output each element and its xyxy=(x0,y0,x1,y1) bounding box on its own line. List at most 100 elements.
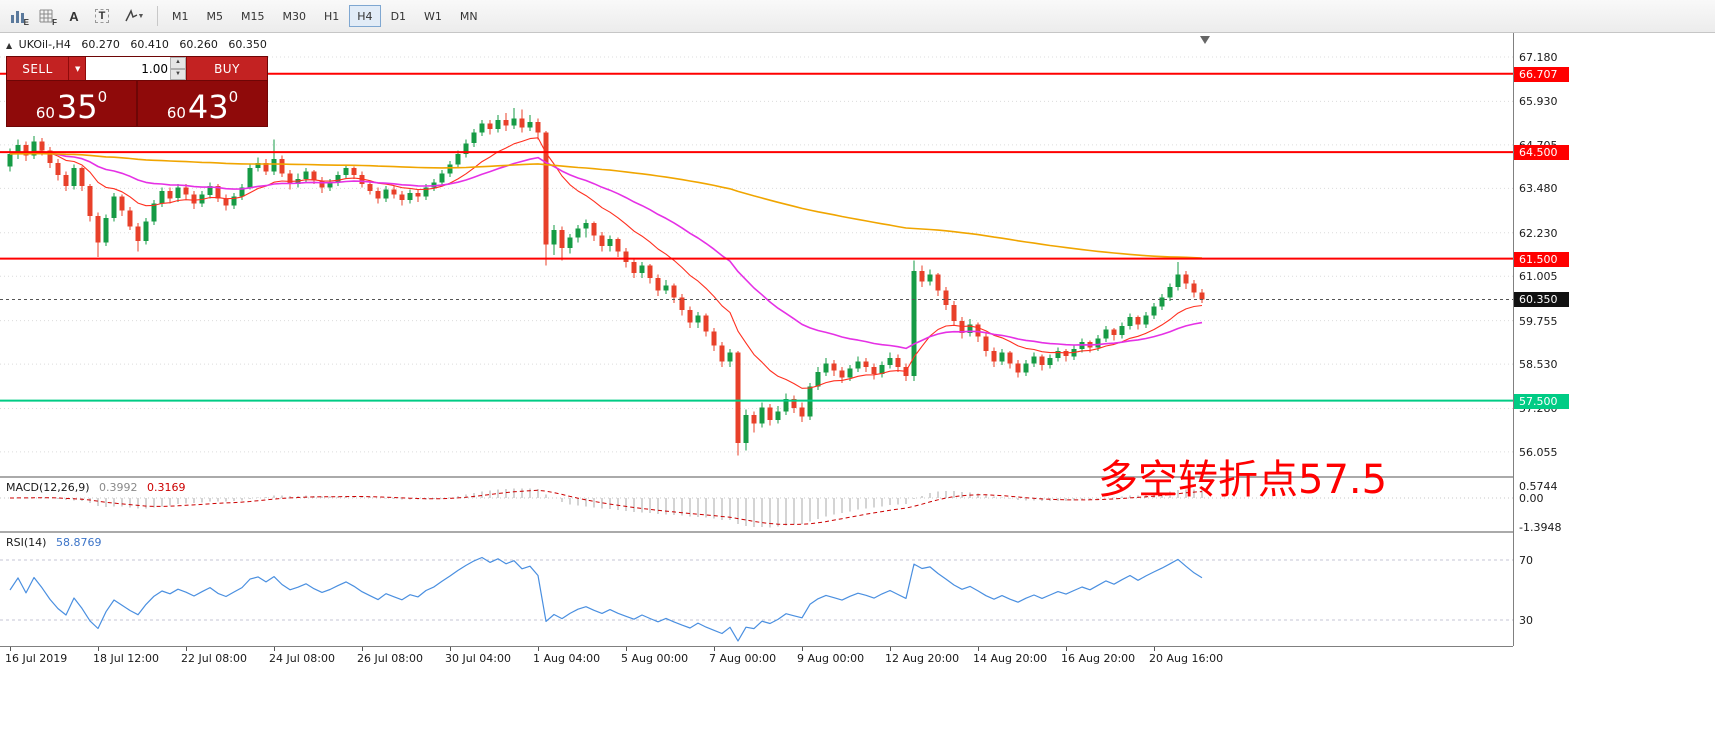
time-tick-label: 9 Aug 00:00 xyxy=(797,652,865,665)
timeframe-M5[interactable]: M5 xyxy=(199,5,232,27)
toolbar: E F A T ▼ M1 M5 M15 M30 H1 H4 D1 W1 MN xyxy=(0,0,1715,33)
macd-tick-label: -1.3948 xyxy=(1519,521,1562,535)
level-price-badge: 64.500 xyxy=(1514,145,1569,161)
rsi-chart[interactable] xyxy=(0,533,1513,646)
buy-price[interactable]: 60 43 0 xyxy=(136,81,267,126)
chart-shift-marker-icon[interactable] xyxy=(1200,36,1210,44)
time-tick-label: 7 Aug 00:00 xyxy=(709,652,777,665)
timeframe-MN[interactable]: MN xyxy=(452,5,486,27)
rsi-indicator-label: RSI(14) 58.8769 xyxy=(6,536,102,549)
time-tick xyxy=(538,647,539,651)
price-tick-label: 61.005 xyxy=(1519,270,1558,284)
rsi-tick-label: 30 xyxy=(1519,614,1533,627)
macd-tick-label: 0.00 xyxy=(1519,492,1544,505)
time-tick-label: 1 Aug 04:00 xyxy=(533,652,601,665)
time-tick-label: 14 Aug 20:00 xyxy=(973,652,1048,665)
time-axis[interactable]: 16 Jul 2019 18 Jul 12:00 22 Jul 08:00 24 Ju… xyxy=(0,646,1513,669)
time-tick-label: 26 Jul 08:00 xyxy=(357,652,423,665)
timeframe-H4[interactable]: H4 xyxy=(349,5,381,27)
time-tick xyxy=(802,647,803,651)
label-a-icon[interactable]: A xyxy=(61,4,87,28)
volume-field: ▲ ▼ xyxy=(86,57,186,80)
chart-ohlc-readout: ▲ UKOil-,H4 60.270 60.410 60.260 60.350 xyxy=(6,38,267,51)
close-value: 60.350 xyxy=(228,38,267,51)
price-tick-label: 62.230 xyxy=(1519,226,1558,240)
order-type-dropdown[interactable]: ▼ xyxy=(69,57,86,80)
time-tick-label: 16 Jul 2019 xyxy=(5,652,68,665)
toolbar-separator xyxy=(157,6,158,26)
price-tick-label: 63.480 xyxy=(1519,182,1558,196)
chart-region: ▲ UKOil-,H4 60.270 60.410 60.260 60.350 … xyxy=(0,33,1569,669)
time-tick-label: 5 Aug 00:00 xyxy=(621,652,689,665)
cursor-arrow-icon[interactable]: ▼ xyxy=(117,4,151,28)
level-price-badge: 61.500 xyxy=(1514,251,1569,267)
bar-chart-e-icon[interactable]: E xyxy=(5,4,31,28)
time-tick-label: 30 Jul 04:00 xyxy=(445,652,511,665)
buy-button[interactable]: BUY xyxy=(186,57,267,80)
time-tick xyxy=(714,647,715,651)
macd-main-value: 0.3992 xyxy=(99,481,138,494)
text-t-icon[interactable]: T xyxy=(89,4,115,28)
time-tick xyxy=(98,647,99,651)
time-tick-label: 12 Aug 20:00 xyxy=(885,652,960,665)
time-tick-label: 18 Jul 12:00 xyxy=(93,652,159,665)
rsi-tick-label: 70 xyxy=(1519,554,1533,567)
bar-chart-glyph xyxy=(11,11,24,23)
time-tick xyxy=(10,647,11,651)
price-tick-label: 58.530 xyxy=(1519,358,1558,372)
price-tick-label: 59.755 xyxy=(1519,314,1558,328)
timeframe-D1[interactable]: D1 xyxy=(383,5,414,27)
time-tick xyxy=(362,647,363,651)
time-tick-label: 16 Aug 20:00 xyxy=(1061,652,1136,665)
chevron-down-icon: ▼ xyxy=(137,12,145,20)
price-chart[interactable] xyxy=(0,33,1513,476)
macd-signal-value: 0.3169 xyxy=(147,481,186,494)
timeframe-W1[interactable]: W1 xyxy=(416,5,450,27)
volume-up-button[interactable]: ▲ xyxy=(170,57,186,69)
timeframe-M1[interactable]: M1 xyxy=(164,5,197,27)
price-tick-label: 56.055 xyxy=(1519,445,1558,459)
icon-sub-f: F xyxy=(52,18,57,27)
one-click-trading-panel: SELL ▼ ▲ ▼ BUY 60 35 0 60 43 0 xyxy=(6,56,268,127)
sell-button[interactable]: SELL xyxy=(7,57,69,80)
level-price-badge: 66.707 xyxy=(1514,66,1569,82)
high-value: 60.410 xyxy=(130,38,169,51)
sell-price[interactable]: 60 35 0 xyxy=(35,87,108,126)
macd-tick-label: 0.5744 xyxy=(1519,479,1558,493)
macd-chart[interactable] xyxy=(0,478,1513,531)
timeframe-group: M1 M5 M15 M30 H1 H4 D1 W1 MN xyxy=(163,5,487,27)
time-tick xyxy=(890,647,891,651)
time-tick xyxy=(1066,647,1067,651)
symbol-label: UKOil-,H4 xyxy=(18,38,71,51)
time-tick-label: 24 Jul 08:00 xyxy=(269,652,335,665)
time-tick xyxy=(450,647,451,651)
price-tick-label: 67.180 xyxy=(1519,51,1558,64)
timeframe-M15[interactable]: M15 xyxy=(233,5,273,27)
macd-indicator-label: MACD(12,26,9) 0.3992 0.3169 xyxy=(6,481,186,494)
price-tick-label: 65.930 xyxy=(1519,95,1558,109)
panel-splitter[interactable] xyxy=(0,531,1568,533)
timeframe-H1[interactable]: H1 xyxy=(316,5,347,27)
time-tick xyxy=(274,647,275,651)
time-tick xyxy=(626,647,627,651)
low-value: 60.260 xyxy=(179,38,218,51)
rsi-value: 58.8769 xyxy=(55,536,102,549)
volume-down-button[interactable]: ▼ xyxy=(170,68,186,80)
arrow-glyph xyxy=(124,9,137,22)
timeframe-M30[interactable]: M30 xyxy=(275,5,315,27)
time-tick xyxy=(1154,647,1155,651)
current-price-badge: 60.350 xyxy=(1514,292,1569,308)
volume-input[interactable] xyxy=(86,57,170,80)
collapse-triangle-icon[interactable]: ▲ xyxy=(6,41,13,50)
time-tick xyxy=(186,647,187,651)
price-axis[interactable]: 67.18065.93064.70563.48062.23061.00559.7… xyxy=(1513,33,1569,646)
grid-f-icon[interactable]: F xyxy=(33,4,59,28)
level-price-badge: 57.500 xyxy=(1514,393,1569,409)
panel-splitter[interactable] xyxy=(0,476,1568,478)
open-value: 60.270 xyxy=(81,38,120,51)
time-tick xyxy=(978,647,979,651)
chart-annotation: 多空转折点57.5 xyxy=(1098,457,1388,503)
time-tick-label: 22 Jul 08:00 xyxy=(181,652,247,665)
time-tick-label: 20 Aug 16:00 xyxy=(1149,652,1224,665)
icon-sub-e: E xyxy=(23,18,29,27)
